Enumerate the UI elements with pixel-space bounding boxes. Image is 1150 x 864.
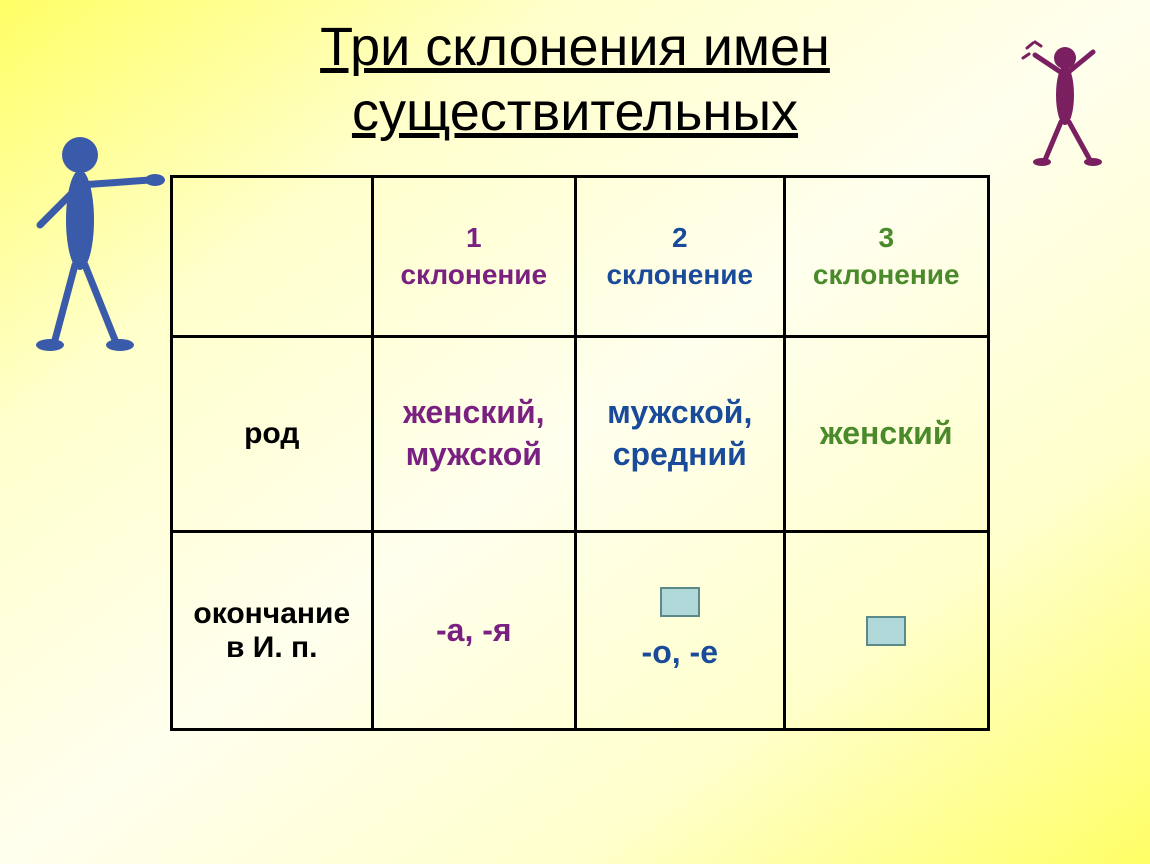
- header-label-3: склонение: [813, 259, 960, 290]
- row-label-ending: окончание в И. п.: [173, 533, 374, 728]
- ending-cell-1: -а, -я: [374, 533, 578, 728]
- declension-table: 1 склонение 2 склонение 3 склонение род …: [170, 175, 990, 731]
- title-line-1: Три склонения имен: [320, 17, 830, 77]
- header-cell-1: 1 склонение: [374, 178, 578, 335]
- title-line-2: существительных: [352, 82, 798, 142]
- header-label-2: склонение: [606, 259, 753, 290]
- gender-cell-2: мужской, средний: [577, 338, 785, 530]
- blank-box-icon: [660, 587, 700, 617]
- blank-box-icon: [866, 616, 906, 646]
- table-row-gender: род женский, мужской мужской, средний же…: [173, 338, 987, 533]
- row-label-gender: род: [173, 338, 374, 530]
- stick-figure-left-icon: [20, 130, 170, 360]
- header-num-3: 3: [878, 222, 894, 253]
- header-cell-2: 2 склонение: [577, 178, 785, 335]
- table-header-row: 1 склонение 2 склонение 3 склонение: [173, 178, 987, 338]
- ending-cell-2: -о, -е: [577, 533, 785, 728]
- ending-cell-3: [786, 533, 988, 728]
- header-num-1: 1: [466, 222, 482, 253]
- slide-title: Три склонения имен существительных: [0, 0, 1150, 145]
- header-num-2: 2: [672, 222, 688, 253]
- stick-figure-right-icon: [1015, 40, 1115, 170]
- header-cell-3: 3 склонение: [786, 178, 988, 335]
- table-row-ending: окончание в И. п. -а, -я -о, -е: [173, 533, 987, 728]
- header-label-1: склонение: [400, 259, 547, 290]
- header-empty-cell: [173, 178, 374, 335]
- gender-cell-1: женский, мужской: [374, 338, 578, 530]
- gender-cell-3: женский: [786, 338, 988, 530]
